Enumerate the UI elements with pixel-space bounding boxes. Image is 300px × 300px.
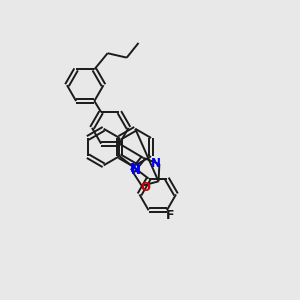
Text: N: N — [130, 162, 140, 175]
Text: N: N — [151, 157, 161, 170]
Text: N: N — [131, 164, 141, 177]
Text: O: O — [140, 181, 150, 194]
Text: F: F — [166, 209, 174, 222]
